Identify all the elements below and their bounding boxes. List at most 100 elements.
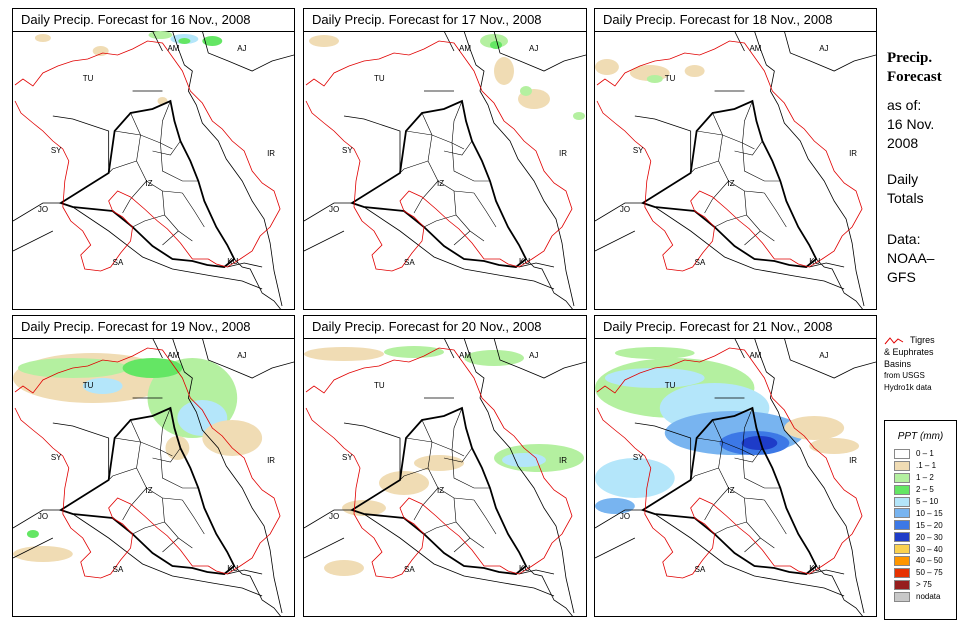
country-label: JO xyxy=(38,205,48,214)
data-line2: NOAA– xyxy=(887,250,935,266)
asof-line3: 2008 xyxy=(887,135,919,151)
legend-label: 50 – 75 xyxy=(916,568,943,578)
country-label: SY xyxy=(342,146,353,155)
panel-title: Daily Precip. Forecast for 21 Nov., 2008 xyxy=(595,316,876,339)
legend-swatch xyxy=(894,579,910,590)
country-label: KU xyxy=(519,257,530,266)
precip-layer xyxy=(13,353,263,562)
country-label: SA xyxy=(404,565,415,574)
basin-boundary xyxy=(596,40,863,272)
country-label: IZ xyxy=(146,486,153,495)
precip-area xyxy=(741,436,778,450)
iraq-border xyxy=(349,99,528,268)
country-label: AJ xyxy=(237,351,246,360)
basin-boundary xyxy=(596,347,863,579)
precip-area xyxy=(304,347,384,361)
country-label: AM xyxy=(749,44,761,53)
country-label: JO xyxy=(620,512,630,521)
country-borders xyxy=(13,31,294,307)
precip-layer xyxy=(34,31,223,105)
country-label: IZ xyxy=(437,179,444,188)
legend-swatch xyxy=(894,472,910,483)
country-label: IZ xyxy=(728,179,735,188)
precip-area xyxy=(604,368,705,388)
legend-swatch xyxy=(894,484,910,495)
country-label: AM xyxy=(459,44,471,53)
sidebar-title-line2: Forecast xyxy=(887,69,942,85)
country-label: IR xyxy=(849,456,857,465)
country-label: AJ xyxy=(237,44,246,53)
legend-label: > 75 xyxy=(916,580,932,590)
ppt-legend: PPT (mm) 0 – 1 .1 – 1 1 – 2 2 – 5 5 – 10 10 –… xyxy=(884,420,957,620)
legend-item: > 75 xyxy=(894,579,956,591)
legend-label: 1 – 2 xyxy=(916,473,934,483)
precip-area xyxy=(342,500,386,516)
legend-item: 30 – 40 xyxy=(894,543,956,555)
precip-area xyxy=(34,34,51,42)
iraq-border xyxy=(640,99,818,268)
country-label: KU xyxy=(809,257,820,266)
forecast-panel-5: Daily Precip. Forecast for 20 Nov., 2008… xyxy=(303,315,587,617)
precip-area xyxy=(684,65,705,77)
legend-swatch xyxy=(894,496,910,507)
country-label: TU xyxy=(83,74,94,83)
precip-area xyxy=(92,46,109,56)
precip-area xyxy=(82,378,123,394)
country-borders xyxy=(595,338,876,614)
panel-title: Daily Precip. Forecast for 19 Nov., 2008 xyxy=(13,316,294,339)
precip-area xyxy=(595,458,675,498)
country-label: SA xyxy=(695,565,706,574)
country-borders xyxy=(595,31,876,307)
country-label: JO xyxy=(38,512,48,521)
sidebar-title-line1: Precip. xyxy=(887,50,933,66)
ppt-legend-rows: 0 – 1 .1 – 1 1 – 2 2 – 5 5 – 10 10 – 15 15 – 2… xyxy=(885,448,956,603)
country-label: IR xyxy=(849,149,857,158)
precip-layer xyxy=(309,34,585,120)
precip-area xyxy=(502,453,546,467)
precip-area xyxy=(26,530,39,538)
legend-swatch xyxy=(894,448,910,459)
legend-label: .1 – 1 xyxy=(916,461,937,471)
legend-item: 40 – 50 xyxy=(894,555,956,567)
country-label: JO xyxy=(620,205,630,214)
country-label: IR xyxy=(267,456,275,465)
country-label: IZ xyxy=(437,486,444,495)
panel-title: Daily Precip. Forecast for 16 Nov., 2008 xyxy=(13,9,294,32)
country-label: SY xyxy=(51,146,62,155)
admin-boundaries xyxy=(108,407,205,553)
admin-boundaries xyxy=(399,407,497,553)
coastline xyxy=(525,565,573,616)
legend-swatch xyxy=(894,532,910,543)
map-svg: AM AJ TU SY IR IZ JO SA KU xyxy=(13,31,294,309)
legend-item: .1 – 1 xyxy=(894,460,956,472)
admin-boundaries xyxy=(108,100,205,246)
basin-line-icon xyxy=(884,337,904,345)
forecast-map: AM AJ TU SY IR IZ JO SA KU xyxy=(13,31,294,309)
legend-item: 0 – 1 xyxy=(894,448,956,460)
admin-boundaries xyxy=(399,100,497,246)
precip-area xyxy=(122,358,183,378)
country-borders xyxy=(304,338,586,614)
precip-area xyxy=(379,471,429,495)
coastline xyxy=(815,565,863,616)
country-label: SA xyxy=(695,258,706,267)
precip-area xyxy=(573,112,585,120)
legend-label: 40 – 50 xyxy=(916,556,943,566)
basin-legend-line1: Tigres xyxy=(910,335,935,345)
precip-layer xyxy=(595,59,705,83)
basin-legend-line3: Basins xyxy=(884,359,912,369)
precip-layer xyxy=(304,346,584,576)
legend-label: 20 – 30 xyxy=(916,532,943,542)
precip-area xyxy=(614,347,695,359)
iraq-border xyxy=(58,99,236,268)
legend-label: 5 – 10 xyxy=(916,497,939,506)
precip-area xyxy=(784,416,845,440)
sidebar-asof: as of: 16 Nov. 2008 xyxy=(887,96,934,153)
precip-area xyxy=(148,31,173,39)
legend-label: 2 – 5 xyxy=(916,485,934,495)
country-label: KU xyxy=(519,564,530,573)
forecast-map: AM AJ TU SY IR IZ JO SA KU xyxy=(595,338,876,616)
legend-item: nodata xyxy=(894,591,956,603)
country-label: TU xyxy=(374,74,385,83)
country-label: TU xyxy=(665,381,676,390)
